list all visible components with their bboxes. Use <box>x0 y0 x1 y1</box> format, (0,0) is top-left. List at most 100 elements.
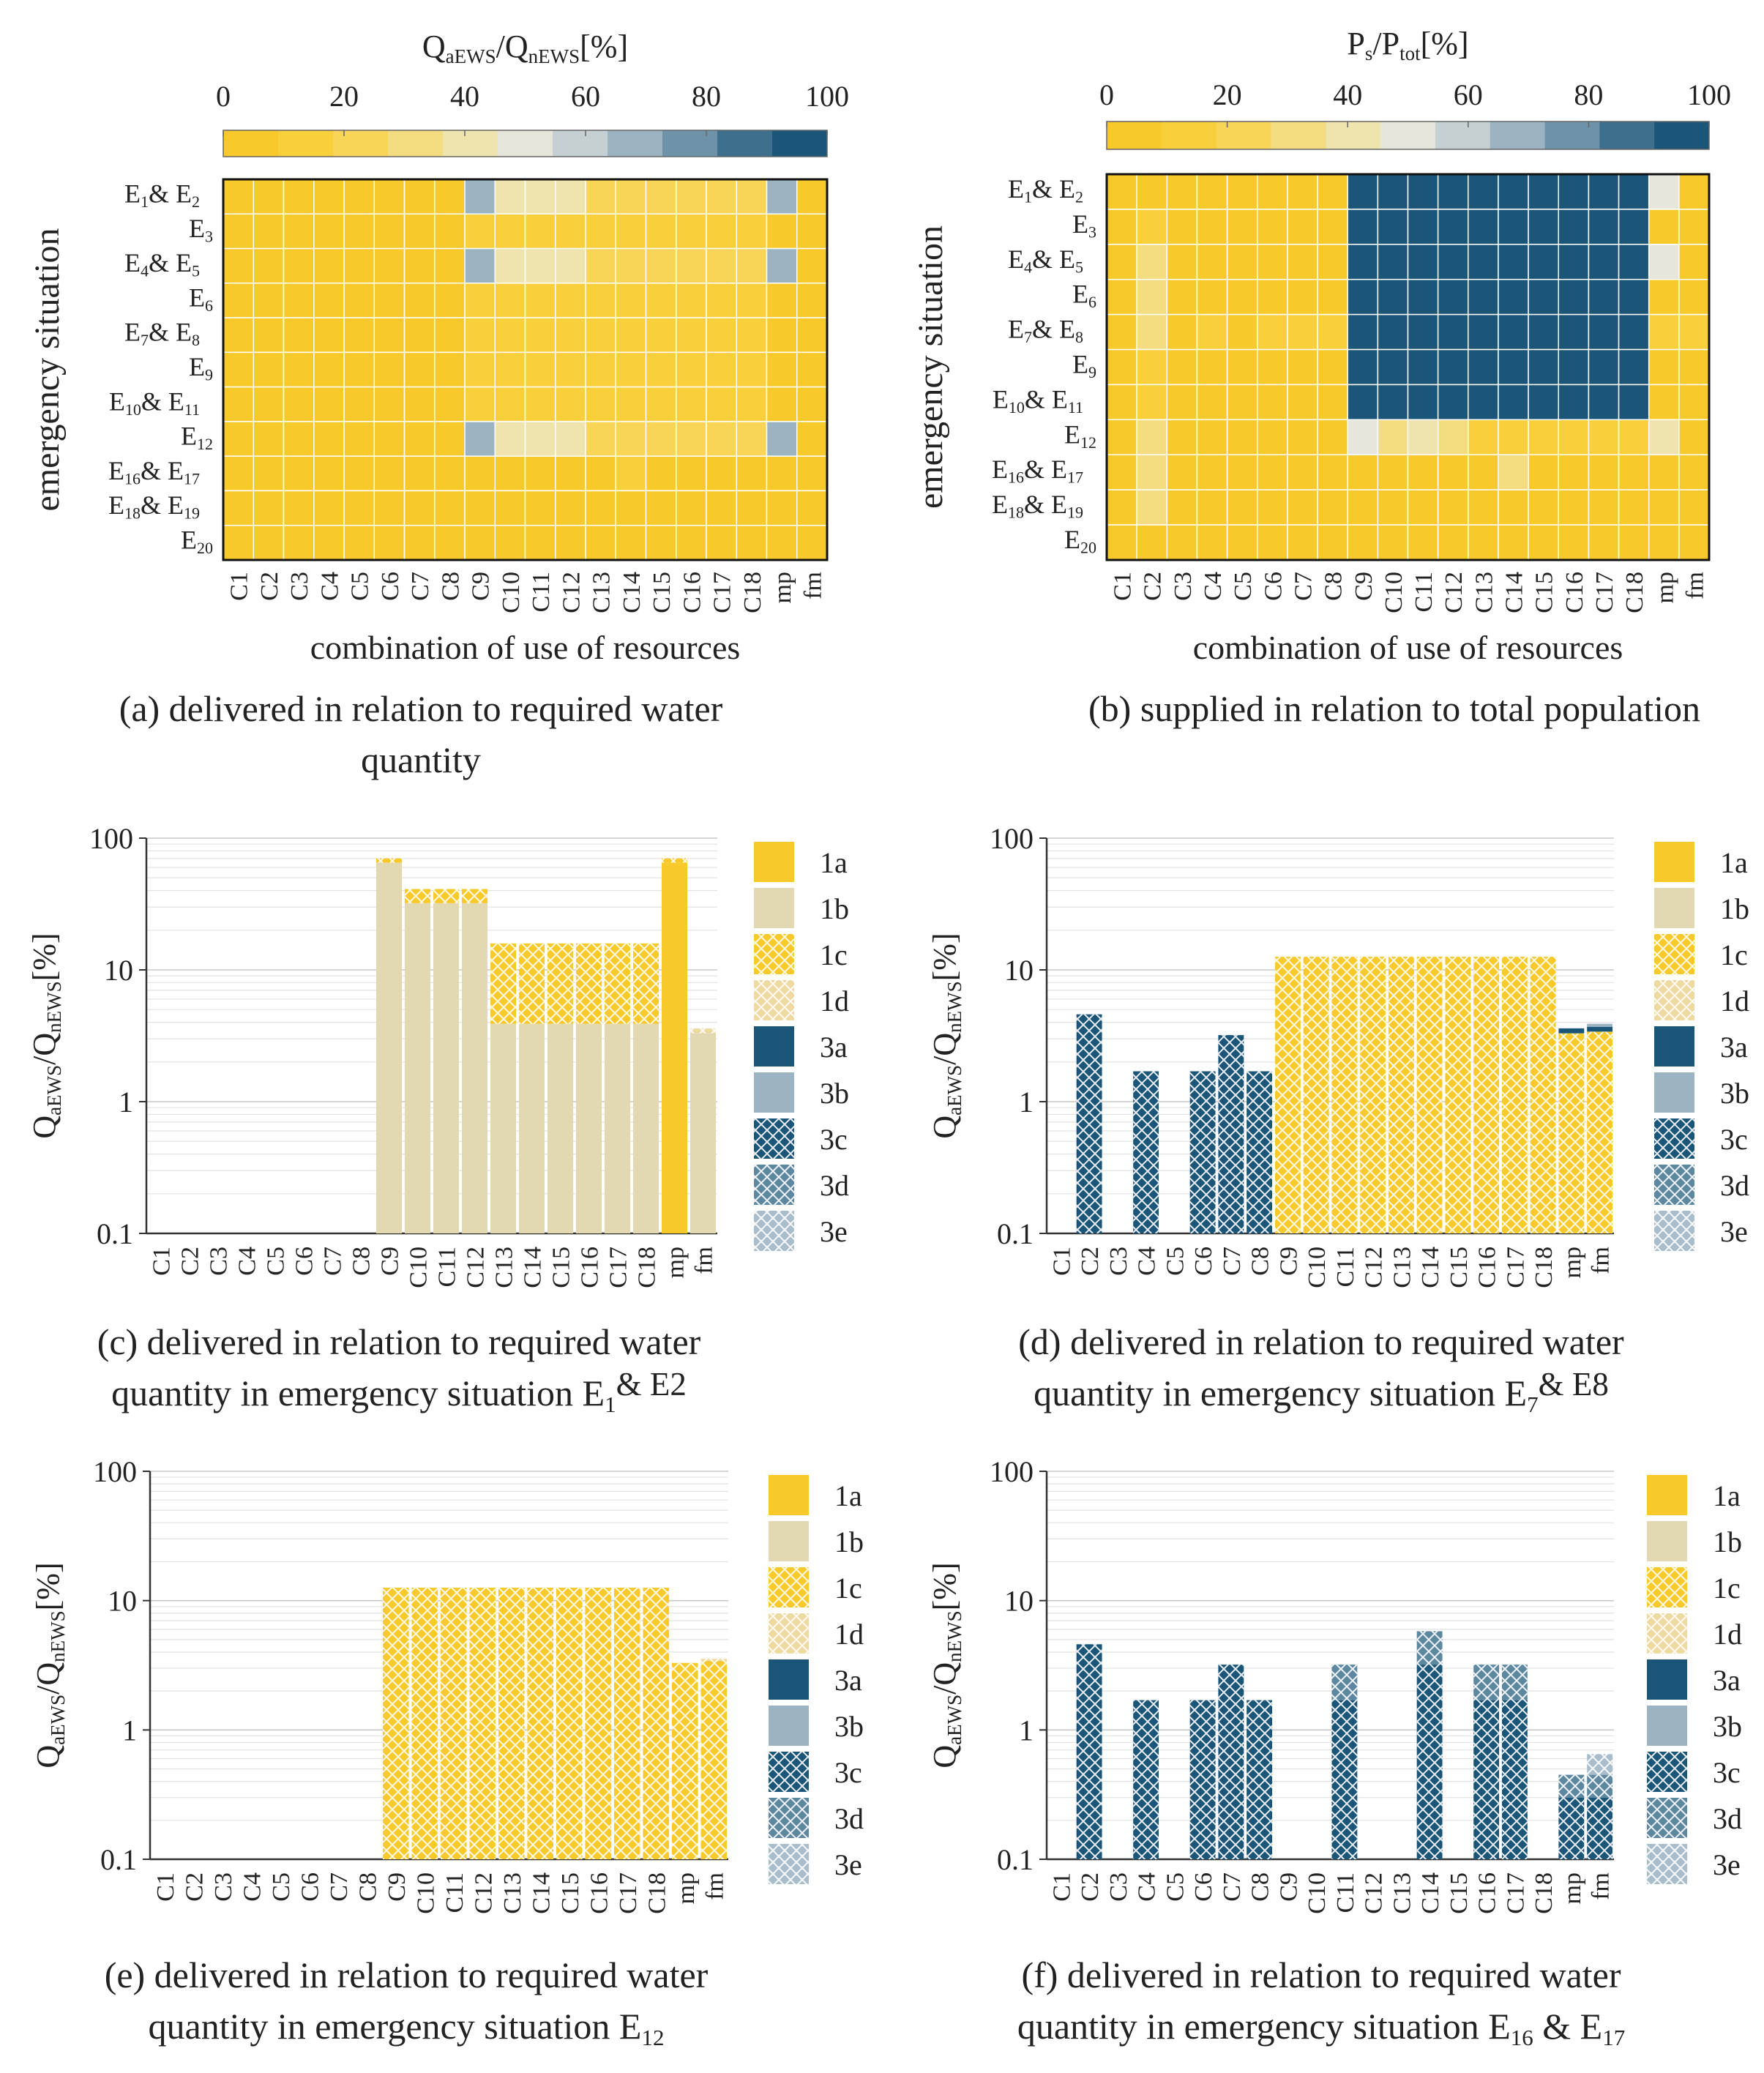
heatmap-cell <box>223 455 254 492</box>
heatmap-cell <box>313 317 345 354</box>
bar-hatch-1c <box>518 943 545 1024</box>
legend-hatch-1d <box>769 1613 809 1654</box>
heatmap-cell <box>343 490 375 526</box>
row-label-part: 6 <box>1088 293 1096 311</box>
legend-label: 3d <box>820 1169 849 1202</box>
heatmap-cell <box>343 179 375 215</box>
category-label: C8 <box>1247 1872 1274 1902</box>
heatmap-cell <box>585 421 616 457</box>
y-axis-title: QaEWS/QnEWS[%] <box>927 1562 965 1768</box>
heatmap-cell <box>1196 278 1228 315</box>
category-label: fm <box>701 1872 728 1900</box>
heatmap-cell <box>253 455 285 492</box>
heatmap-cell <box>524 213 556 250</box>
heatmap-cell <box>343 317 375 354</box>
colorbar-segment <box>1435 122 1491 149</box>
heatmap-cell <box>1317 454 1348 490</box>
heatmap-cell <box>615 524 647 561</box>
heatmap-cell <box>524 317 556 354</box>
heatmap-cell <box>796 455 828 492</box>
heatmap-cell <box>1106 489 1137 526</box>
bar-hatch-3c <box>1558 1797 1585 1859</box>
heatmap-cell <box>1226 384 1258 421</box>
bar-hatch-3c <box>1076 1014 1102 1233</box>
heatmap-cell <box>1347 173 1379 210</box>
heatmap-cell <box>1588 244 1620 280</box>
heatmap-cell <box>434 351 466 388</box>
heatmap-cell <box>736 213 768 250</box>
heatmap-cell <box>223 283 254 318</box>
heatmap-cell <box>676 213 707 250</box>
panel-caption: (b) supplied in relation to total popula… <box>1088 688 1700 729</box>
legend-label: 3c <box>834 1756 862 1789</box>
row-label-part: 11 <box>184 400 200 419</box>
heatmap-cell <box>555 179 586 215</box>
panel-caption: quantity in emergency situation E12 <box>149 2006 665 2050</box>
column-label: C13 <box>1470 572 1498 613</box>
heatmap-cell <box>434 317 466 354</box>
row-label: E6 <box>189 283 213 314</box>
heatmap-cell <box>796 490 828 526</box>
colorbar-segment <box>772 130 828 157</box>
heatmap-cell <box>1196 524 1228 561</box>
heatmap-cell <box>1257 313 1288 351</box>
heatmap-cell <box>1377 489 1409 526</box>
category-label: C16 <box>1474 1872 1501 1914</box>
heatmap-cell <box>1498 209 1529 245</box>
bar-hatch-1c <box>382 1587 409 1859</box>
column-label: C18 <box>1621 572 1648 613</box>
heatmap-cell <box>1468 524 1499 561</box>
category-label: C1 <box>1048 1247 1075 1276</box>
heatmap-cell <box>1196 454 1228 490</box>
row-label-part: 16 <box>1008 468 1024 487</box>
heatmap-cell <box>1106 173 1137 210</box>
heatmap-cell <box>1498 454 1529 490</box>
row-label: E18& E19 <box>108 490 200 522</box>
legend-hatch-3e <box>754 1211 794 1251</box>
row-label-part: E <box>992 490 1008 519</box>
heatmap-cell <box>1136 278 1168 315</box>
bar-hatch-1c <box>613 1587 640 1859</box>
heatmap-cell <box>555 455 586 492</box>
bar-segment-1b <box>404 903 431 1233</box>
heatmap-cell <box>253 421 285 457</box>
legend-swatch-3a <box>1647 1659 1687 1700</box>
colorbar-segment <box>388 130 444 157</box>
heatmap-cell <box>283 317 315 354</box>
colorbar-tick-label: 60 <box>571 80 600 113</box>
bar-segment-1a <box>661 862 688 1233</box>
heatmap-cell <box>645 351 677 388</box>
y-axis-title-part: Q <box>26 1116 62 1139</box>
heatmap-cell <box>676 490 707 526</box>
heatmap-cell <box>223 247 254 284</box>
y-tick-label: 0.1 <box>100 1843 137 1876</box>
heatmap-cell <box>706 490 737 526</box>
colorbar-tick-label: 20 <box>329 80 359 113</box>
heatmap-cell <box>1317 244 1348 280</box>
colorbar-title-part: /P <box>1372 26 1399 61</box>
heatmap-cell <box>1257 348 1288 386</box>
heatmap-cell <box>1166 244 1198 280</box>
heatmap-cell <box>524 351 556 388</box>
category-label: C17 <box>1502 1247 1529 1288</box>
heatmap-cell <box>736 455 768 492</box>
heatmap-cell <box>1558 419 1590 456</box>
bar-segment-1b <box>461 903 488 1233</box>
heatmap-cell <box>585 247 616 284</box>
heatmap-cell <box>1678 348 1710 386</box>
heatmap-cell <box>676 283 707 318</box>
heatmap-cell <box>494 386 526 422</box>
column-label: C7 <box>1290 572 1317 601</box>
row-label-part: 19 <box>1067 504 1083 522</box>
category-label: C11 <box>1332 1247 1359 1287</box>
heatmap-cell <box>1468 278 1499 315</box>
y-tick-label: 100 <box>990 1455 1034 1488</box>
heatmap-cell <box>645 455 677 492</box>
heatmap-cell <box>1528 384 1560 421</box>
heatmap-cell <box>1287 524 1318 561</box>
heatmap-cell <box>313 386 345 422</box>
bar-hatch-3c <box>1133 1071 1159 1233</box>
row-label-part: 10 <box>1009 398 1025 417</box>
colorbar-title-part: P <box>1347 26 1364 61</box>
category-label: C4 <box>239 1872 266 1902</box>
